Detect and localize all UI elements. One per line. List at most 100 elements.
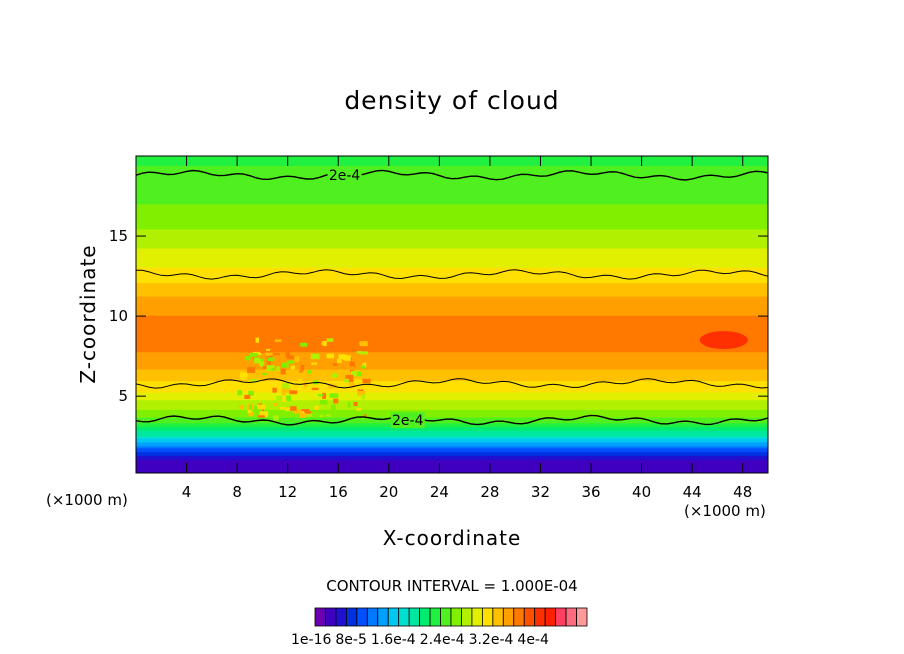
colorbar-swatch [461, 607, 473, 627]
contour-band [136, 284, 768, 287]
turbulence-patch [248, 390, 254, 396]
turbulence-patch [257, 404, 266, 410]
turbulence-patch [272, 415, 279, 421]
turbulence-patch [286, 395, 292, 402]
colorbar-label: 2.4e-4 [419, 632, 465, 648]
turbulence-patch [285, 342, 294, 349]
turbulence-patch [331, 373, 338, 378]
contour-band [136, 390, 768, 393]
contour-band [136, 445, 768, 449]
turbulence-patch [326, 338, 334, 342]
colorbar-swatch [513, 607, 525, 627]
turbulence-patch [336, 358, 342, 364]
turbulence-patch [356, 408, 362, 411]
contour-band [136, 430, 768, 433]
contour-band [136, 211, 768, 214]
turbulence-patch [274, 339, 282, 342]
contour-band [136, 272, 768, 276]
contour-band [136, 359, 768, 362]
contour-band [136, 309, 768, 312]
x-tick-label: 4 [182, 483, 192, 501]
turbulence-patch [362, 378, 371, 384]
turbulence-patch [345, 374, 354, 379]
contour-band [136, 438, 768, 441]
turbulence-patch [333, 363, 337, 367]
contour-band [136, 190, 768, 193]
colorbar-swatch [377, 607, 389, 627]
colorbar-swatch [481, 607, 494, 627]
turbulence-patch [244, 394, 251, 399]
turbulence-patch [239, 372, 248, 378]
turbulence-patch [342, 355, 350, 360]
turbulence-patch [307, 413, 313, 417]
colorbar-swatch [492, 607, 504, 627]
turbulence-patch [319, 399, 328, 405]
contour-band [136, 280, 768, 284]
turbulence-patch [295, 346, 299, 351]
contour-band [136, 465, 768, 468]
contour-band [136, 263, 768, 266]
colorbar-label: 1.6e-4 [370, 632, 416, 648]
turbulence-patch [336, 381, 344, 387]
contour-band [136, 459, 768, 462]
contour-band [136, 205, 768, 209]
contour-band [136, 305, 768, 309]
turbulence-patch [285, 408, 292, 412]
contour-line [136, 378, 768, 389]
turbulence-patch [240, 375, 247, 380]
contour-band [136, 395, 768, 399]
colorbar-label: 1e-16 [291, 632, 332, 648]
contour-band [136, 174, 768, 178]
chart-title: density of cloud [344, 86, 560, 115]
contour-band [136, 386, 768, 389]
turbulence-patch [276, 366, 280, 371]
turbulence-patch [271, 368, 275, 371]
contour-band [136, 328, 768, 332]
contour-band [136, 461, 768, 464]
contour-label-bg [390, 412, 425, 429]
x-tick-label: 32 [531, 483, 550, 501]
contour-band [136, 180, 768, 184]
contour-band [136, 451, 768, 455]
x-tick-label: 24 [430, 483, 449, 501]
turbulence-patch [317, 393, 324, 397]
contour-band [136, 357, 768, 360]
contour-band [136, 420, 768, 424]
turbulence-patch [336, 336, 341, 340]
turbulence-patch [248, 411, 254, 417]
turbulence-patch [250, 382, 255, 387]
contour-band [136, 368, 768, 372]
colorbar-label: 8e-5 [335, 632, 367, 648]
contour-band [136, 407, 768, 410]
contour-band [136, 188, 768, 191]
contour-band [136, 397, 768, 401]
contour-band [136, 230, 768, 234]
contour-band [136, 470, 768, 473]
contour-band [136, 244, 768, 247]
x-tick-label: 40 [632, 483, 651, 501]
turbulence-patch [255, 337, 260, 343]
contour-band [136, 367, 768, 370]
contour-band [136, 457, 768, 460]
contour-band [136, 355, 768, 359]
contour-band [136, 403, 768, 407]
contour-band [136, 301, 768, 305]
turbulence-patch [300, 342, 308, 347]
contour-band [136, 255, 768, 259]
x-tick-label: 44 [683, 483, 702, 501]
contour-band [136, 242, 768, 245]
turbulence-patch [262, 365, 267, 369]
contour-band [136, 349, 768, 353]
turbulence-patch [268, 376, 272, 380]
x-axis-label: X-coordinate [382, 526, 522, 550]
colorbar-swatch [314, 607, 326, 627]
contour-band [136, 199, 768, 203]
turbulence-patch [340, 370, 345, 376]
contour-band [136, 428, 768, 432]
turbulence-patch [238, 386, 245, 391]
contour-band [136, 295, 768, 299]
contour-band [136, 409, 768, 412]
contour-band [136, 265, 768, 268]
contour-band [136, 228, 768, 232]
x-axis-ticks: 4 8 12 16 20 24 28 32 36 40 44 48 [182, 156, 752, 501]
